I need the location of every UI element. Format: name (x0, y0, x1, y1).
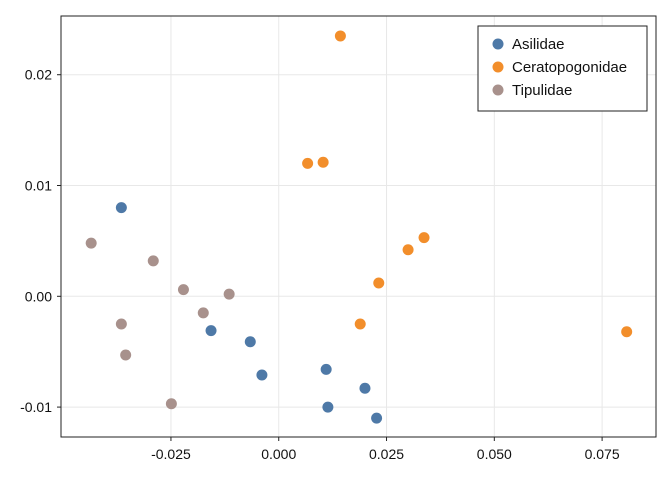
data-point (359, 382, 371, 394)
data-point (373, 277, 385, 289)
data-points (85, 30, 633, 424)
data-point (354, 318, 366, 330)
x-tick-label: 0.025 (369, 446, 404, 462)
x-tick-label: -0.025 (151, 446, 191, 462)
data-point (256, 369, 268, 381)
data-point (115, 202, 127, 214)
data-point (120, 349, 132, 361)
data-point (115, 318, 127, 330)
legend-label: Tipulidae (512, 82, 572, 99)
data-point (147, 255, 159, 267)
y-tick-label: -0.01 (20, 399, 52, 415)
data-point (402, 244, 414, 256)
data-point (334, 30, 346, 42)
data-point (322, 401, 334, 413)
y-tick-label: 0.01 (25, 178, 52, 194)
legend-label: Asilidae (512, 36, 565, 53)
data-point (302, 157, 314, 169)
data-point (317, 156, 329, 168)
data-point (320, 363, 332, 375)
data-point (223, 288, 235, 300)
data-point (177, 284, 189, 296)
x-axis: -0.025 0.000 0.025 0.050 0.075 (151, 437, 620, 462)
x-tick-label: 0.000 (261, 446, 296, 462)
data-point (85, 237, 97, 249)
y-tick-label: 0.02 (25, 67, 52, 83)
x-tick-label: 0.050 (477, 446, 512, 462)
data-point (244, 336, 256, 348)
y-axis: -0.01 0.00 0.01 0.02 (20, 67, 61, 415)
plot-frame (60, 15, 657, 438)
legend-marker (492, 84, 504, 96)
data-point (621, 326, 633, 338)
legend-marker (492, 61, 504, 73)
data-point (197, 307, 209, 319)
legend-label: Ceratopogonidae (512, 59, 627, 76)
legend-box (477, 25, 648, 112)
y-tick-label: 0.00 (25, 288, 52, 304)
data-point (418, 232, 430, 244)
data-point (371, 412, 383, 424)
legend-marker (492, 38, 504, 50)
data-point (205, 325, 217, 337)
data-point (165, 398, 177, 410)
legend: Asilidae Ceratopogonidae Tipulidae (477, 25, 648, 112)
x-tick-label: 0.075 (585, 446, 620, 462)
